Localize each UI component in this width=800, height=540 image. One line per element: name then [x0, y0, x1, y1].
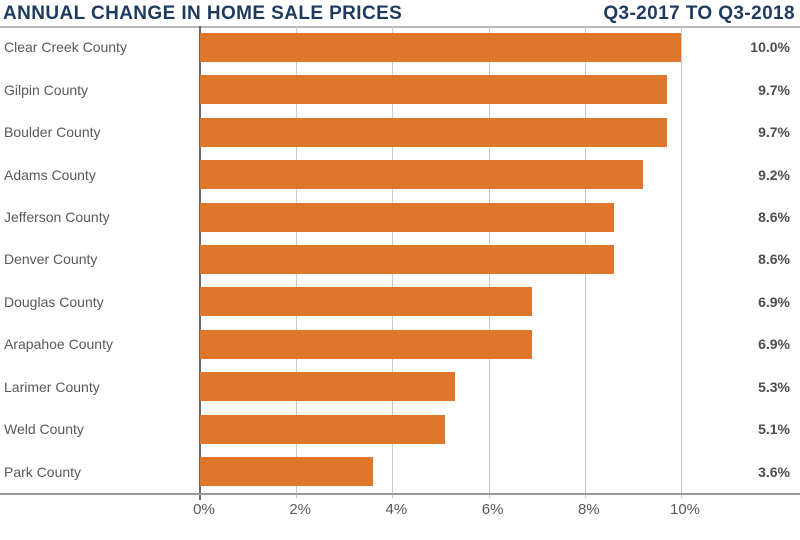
bar-row: Boulder County 9.7% — [0, 111, 800, 153]
chart-header: ANNUAL CHANGE IN HOME SALE PRICES Q3-201… — [0, 0, 800, 28]
category-label: Weld County — [4, 421, 84, 438]
bar — [200, 414, 446, 444]
bar-row: Larimer County 5.3% — [0, 366, 800, 408]
bar-row: Weld County 5.1% — [0, 408, 800, 450]
category-label: Douglas County — [4, 293, 104, 310]
x-tick-label: 8% — [577, 501, 600, 518]
bar-row: Arapahoe County 6.9% — [0, 323, 800, 365]
value-label: 6.9% — [758, 293, 790, 310]
category-label: Jefferson County — [4, 209, 110, 226]
bar — [200, 244, 614, 274]
bar-row: Douglas County 6.9% — [0, 281, 800, 323]
bar — [200, 160, 643, 190]
bar — [200, 75, 667, 105]
x-tick-label: 10% — [669, 501, 701, 518]
gridline — [681, 26, 682, 498]
value-label: 9.7% — [758, 124, 790, 141]
bar — [200, 117, 667, 147]
chart-title: ANNUAL CHANGE IN HOME SALE PRICES — [3, 3, 403, 24]
value-label: 5.1% — [758, 421, 790, 438]
category-label: Arapahoe County — [4, 336, 113, 353]
bar-row: Adams County 9.2% — [0, 153, 800, 195]
bar-row: Clear Creek County 10.0% — [0, 26, 800, 68]
bar-row: Jefferson County 8.6% — [0, 196, 800, 238]
category-label: Clear Creek County — [4, 39, 127, 56]
bar — [200, 202, 614, 232]
bar — [200, 457, 374, 487]
value-label: 3.6% — [758, 463, 790, 480]
x-tick-label: 0% — [193, 501, 215, 518]
bar — [200, 329, 532, 359]
x-tick-label: 6% — [481, 501, 504, 518]
bar — [200, 32, 681, 62]
value-label: 8.6% — [758, 209, 790, 226]
value-label: 5.3% — [758, 378, 790, 395]
x-tick-label: 2% — [289, 501, 312, 518]
category-label: Boulder County — [4, 124, 101, 141]
bar — [200, 372, 455, 402]
x-axis-line — [0, 493, 800, 495]
category-label: Park County — [4, 463, 82, 480]
bar — [200, 287, 532, 317]
x-tick-label: 4% — [385, 501, 408, 518]
bar-row: Denver County 8.6% — [0, 238, 800, 280]
value-label: 9.2% — [758, 166, 790, 183]
bar-row: Gilpin County 9.7% — [0, 68, 800, 110]
bar-row: Park County 3.6% — [0, 451, 800, 493]
value-label: 8.6% — [758, 251, 790, 268]
value-label: 6.9% — [758, 336, 790, 353]
category-label: Adams County — [4, 166, 96, 183]
category-label: Larimer County — [4, 378, 100, 395]
category-label: Denver County — [4, 251, 98, 268]
value-label: 10.0% — [750, 39, 790, 56]
value-label: 9.7% — [758, 81, 790, 98]
chart-period: Q3-2017 TO Q3-2018 — [603, 3, 795, 24]
category-label: Gilpin County — [4, 81, 89, 98]
